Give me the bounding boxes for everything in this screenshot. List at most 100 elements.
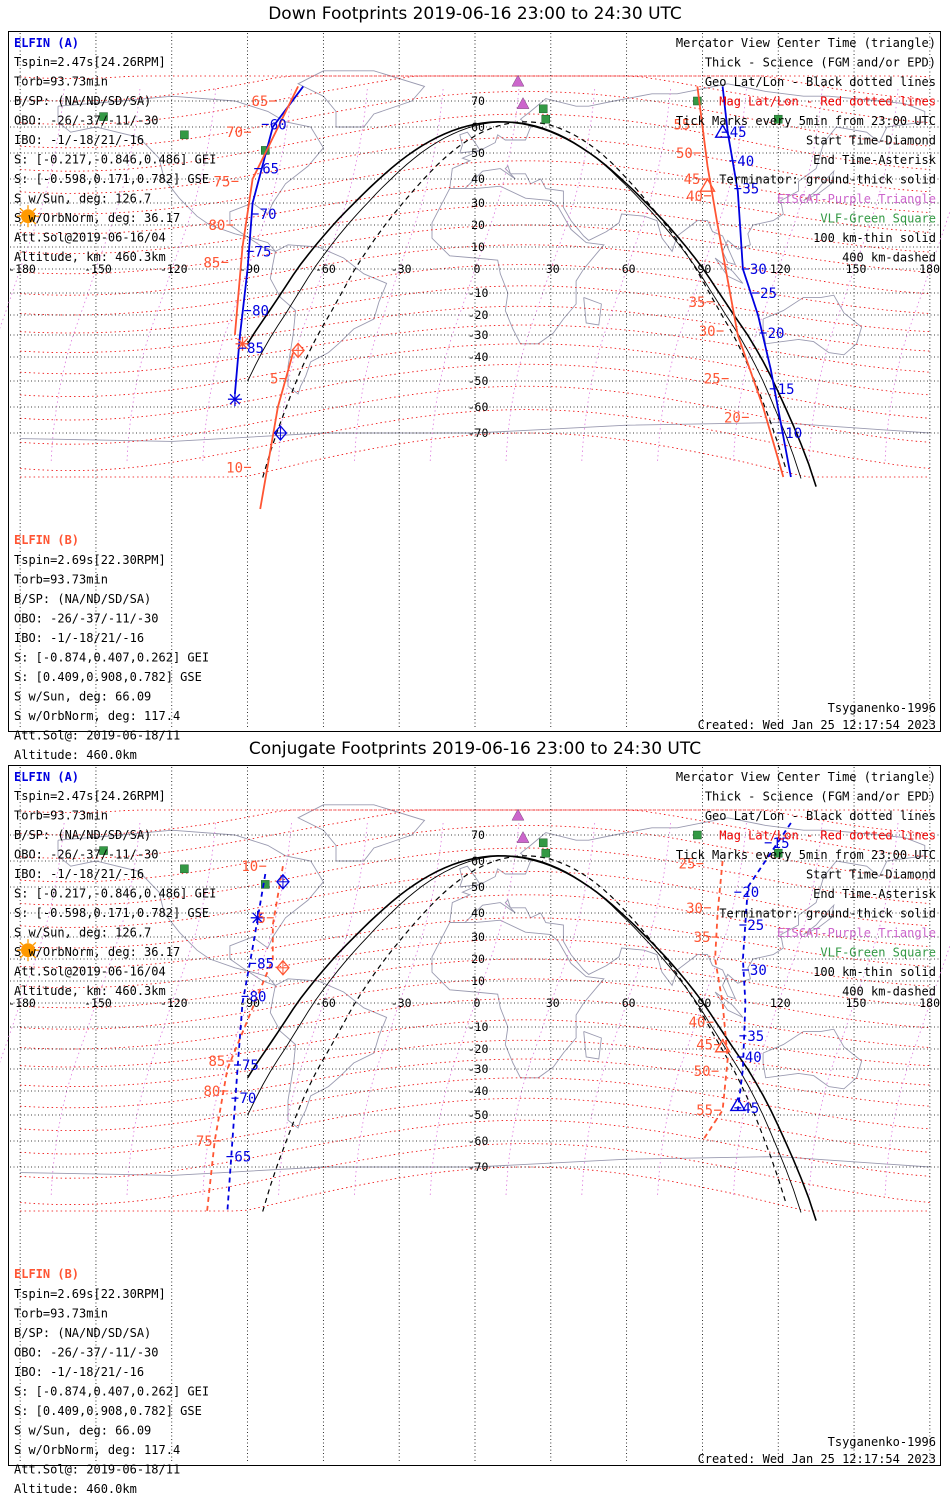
tick-label-b: 40 [689,1015,706,1031]
lat-tick-label: -40 [468,1084,489,1098]
center-time-triangle-icon [729,1097,747,1112]
mag-lat-line [20,870,930,928]
lat-tick-label: -20 [468,308,489,322]
legend-item: 100 km-thin solid [813,965,936,979]
legend-item: Mercator View Center Time (triangle) [676,770,936,784]
continent-outline [762,294,863,356]
sun-ray [32,941,37,946]
tick-label-b: 55 [673,117,690,133]
lon-tick-label: -90 [239,262,260,276]
elfin-b-line: Altitude: 460.0km [14,1482,137,1496]
elfin-a-line: IBO: -1/-18/21/-16 [14,867,144,881]
tick-label-a: 35 [742,182,759,198]
legend-item: VLF-Green Square [820,946,936,960]
down-footprints-title: Down Footprints 2019-06-16 23:00 to 24:3… [268,4,682,24]
tick-label-a: 45 [742,1101,759,1117]
elfin-a-line: S w/OrbNorm, deg: 36.17 [14,211,180,225]
tick-label-b: 10 [241,859,258,875]
continent-outline [431,919,605,1079]
lat-tick-label: -30 [468,328,489,342]
tick-label-a: 30 [750,262,767,278]
tick-label-b: 85 [203,255,220,271]
legend-item: Thick - Science (FGM and/or EPD) [705,56,936,70]
continent-outline [803,169,835,202]
tick-label-b: 30 [686,901,703,917]
elfin-a-line: B/SP: (NA/ND/SD/SA) [14,828,151,842]
elfin-a-line: B/SP: (NA/ND/SD/SA) [14,94,151,108]
map-panel-down: -180 -150 -120 -90 -60 -30 0 30 60 90 120 150 180706… [0,31,950,762]
elfin-a-line: S: [-0.598,0.171,0.782] GSE [14,172,209,186]
sun-ray [19,207,24,212]
conjugate-footprints-title: Conjugate Footprints 2019-06-16 23:00 to… [248,739,702,759]
legend-item: Mag Lat/Lon - Red dotted lines [719,829,936,843]
legend-item: Terminator: ground-thick solid [719,173,936,187]
continent-outline [57,95,324,253]
lat-tick-label: -10 [468,286,489,300]
end-asterisk-icon [237,338,248,350]
created-timestamp: Created: Wed Jan 25 12:17:54 2023 [698,718,936,732]
tick-label-a: 25 [760,286,777,302]
tick-label-a: 65 [262,162,279,178]
tick-label-a: 75 [255,244,272,260]
elfin-b-line: Altitude: 460.0km [14,748,137,762]
elfin-a-line: OBO: -26/-37/-11/-30 [14,848,159,862]
tick-label-b: 50 [676,146,693,162]
created-timestamp: Created: Wed Jan 25 12:17:54 2023 [698,1452,936,1466]
tick-label-b: 75 [196,1134,213,1150]
elfin-a-line: S: [-0.217,-0.846,0.486] GEI [14,153,216,167]
tick-label-a: 35 [747,1029,764,1045]
tick-label-a: 30 [750,963,767,979]
elfin-a-line: S: [-0.598,0.171,0.782] GSE [14,906,209,920]
model-name: Tsyganenko-1996 [828,701,936,715]
lon-tick-label: 30 [546,996,560,1010]
elfin-b-line: B/SP: (NA/ND/SD/SA) [14,592,151,606]
elfin-b-line: S w/Sun, deg: 66.09 [14,690,151,704]
lat-tick-label: 30 [471,196,485,210]
tick-label-b: 65 [251,94,268,110]
tick-label-a: 20 [742,885,759,901]
elfin-a-title: ELFIN (A) [14,770,79,784]
center-time-triangle-icon [714,1038,731,1053]
map-frame [8,31,941,732]
elfin-b-title: ELFIN (B) [14,533,79,547]
continent-outline [714,257,744,284]
sun-icon [21,209,35,224]
vlf-square-icon [541,848,551,858]
axis-labels: -180 -150 -120 -90 -60 -30 0 30 60 90 120 150 180706… [8,828,940,1174]
vlf-square-icon [538,838,548,848]
map-frame [8,765,941,1466]
tick-label-a: 70 [239,1091,256,1107]
continent-outline [57,829,324,987]
mag-lat-line [20,847,930,906]
tick-label-b: 45 [696,1038,713,1054]
legend-item: Geo Lat/Lon - Black dotted lines [705,809,936,823]
lat-tick-label: -70 [468,1160,489,1174]
lat-tick-label: -60 [468,400,489,414]
elfin-b-line: Att.Sol@: 2019-06-18/11 [14,729,180,743]
geo-lat-lon-grid [10,33,939,729]
legend-item: Tick Marks every 5min from 23:00 UTC [676,114,936,128]
legend: Mercator View Center Time (triangle) Thic… [676,36,937,265]
mag-lat-line [20,113,930,172]
tick-label-b: 25 [704,372,721,388]
elfin-a-track-east [736,822,792,1111]
geo-lat-lon-grid [10,767,939,1463]
legend-item: End Time-Asterisk [813,153,937,167]
elfin-b-line: S: [0.409,0.908,0.782] GSE [14,670,202,684]
eiscat-triangle-icon [511,808,525,821]
legend-item: Thick - Science (FGM and/or EPD) [705,790,936,804]
tick-label-a: 85 [247,341,264,357]
tick-label-a: 10 [785,426,802,442]
tick-label-a: 65 [234,1150,251,1166]
continent-outline [431,185,605,345]
lon-tick-label: 30 [546,262,560,276]
lon-tick-label: -60 [315,262,336,276]
lon-tick-label: -120 [160,262,188,276]
end-asterisk-icon [252,912,264,924]
tick-label-a: 45 [730,125,747,141]
lon-tick-label: 150 [846,262,867,276]
lon-tick-label: 120 [770,996,791,1010]
lat-tick-label: 50 [471,880,485,894]
elfin-a-track-west [226,873,267,1212]
